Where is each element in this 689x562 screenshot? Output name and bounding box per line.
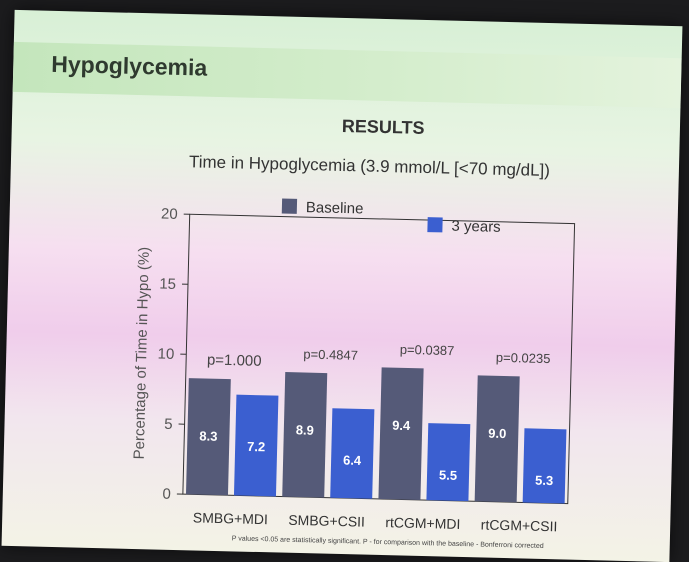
p-value-label: p=1.000: [207, 352, 262, 370]
x-tick-label: rtCGM+CSII: [481, 516, 558, 534]
bar-baseline: [378, 367, 424, 500]
bar-3-years: [330, 408, 375, 499]
bar-value-label: 6.4: [343, 452, 362, 467]
bar-baseline: [185, 378, 231, 496]
bar-value-label: 9.4: [392, 418, 411, 433]
legend-label: 3 years: [451, 218, 501, 236]
y-tick-label: 10: [157, 346, 174, 363]
legend-swatch: [427, 217, 443, 233]
p-value-label: p=0.0387: [400, 342, 455, 358]
bar-3-years: [233, 394, 279, 497]
bar-value-label: 8.3: [199, 428, 217, 443]
bar-3-years: [426, 423, 471, 502]
bar-value-label: 9.0: [488, 426, 506, 441]
bar-baseline: [474, 375, 520, 503]
bar-chart: 0 5 10 15 20 Percentage of Time in Hypo (%) 8…: [131, 198, 576, 534]
y-axis-label: Percentage of Time in Hypo (%): [131, 247, 153, 460]
legend-swatch: [281, 198, 298, 214]
bar-value-label: 8.9: [296, 422, 314, 437]
bar-value-label: 7.2: [247, 439, 265, 454]
bar-baseline: [282, 372, 328, 498]
x-tick-label: SMBG+MDI: [193, 509, 268, 527]
y-tick-label: 0: [162, 486, 171, 503]
y-tick-label: 20: [161, 206, 178, 223]
bar-value-label: 5.5: [439, 467, 457, 482]
p-value-label: p=0.0235: [496, 350, 551, 366]
presentation-slide: Hypoglycemia RESULTS Time in Hypoglycemi…: [1, 9, 683, 562]
legend-label: Baseline: [306, 199, 364, 217]
x-tick-label: SMBG+CSII: [288, 512, 365, 530]
x-tick-label: rtCGM+MDI: [385, 514, 460, 532]
y-tick-label: 5: [164, 416, 173, 433]
p-value-label: p=0.4847: [303, 346, 358, 362]
bar-value-label: 5.3: [535, 473, 553, 488]
y-tick-label: 15: [159, 276, 176, 293]
bar-3-years: [522, 428, 567, 504]
